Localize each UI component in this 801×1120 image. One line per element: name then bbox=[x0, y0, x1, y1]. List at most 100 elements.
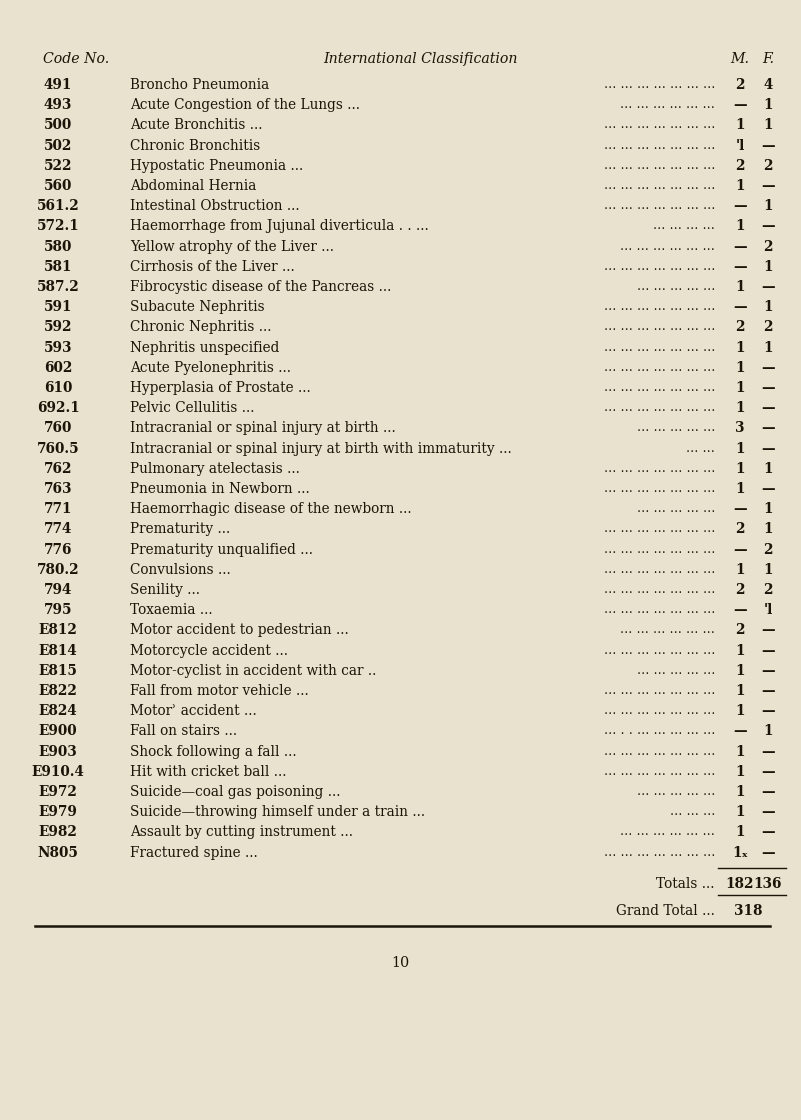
Text: 502: 502 bbox=[44, 139, 72, 152]
Text: 610: 610 bbox=[44, 381, 72, 395]
Text: ... ... ... ... ... ...: ... ... ... ... ... ... bbox=[620, 240, 715, 253]
Text: 2: 2 bbox=[735, 159, 745, 172]
Text: ... ... ... ... ...: ... ... ... ... ... bbox=[637, 280, 715, 293]
Text: 780.2: 780.2 bbox=[37, 562, 79, 577]
Text: 591: 591 bbox=[44, 300, 72, 315]
Text: ... ... ... ... ... ... ...: ... ... ... ... ... ... ... bbox=[604, 179, 715, 192]
Text: 10: 10 bbox=[391, 955, 409, 970]
Text: E979: E979 bbox=[38, 805, 78, 819]
Text: 561.2: 561.2 bbox=[37, 199, 79, 213]
Text: 580: 580 bbox=[44, 240, 72, 253]
Text: ... . . ... ... ... ... ...: ... . . ... ... ... ... ... bbox=[604, 725, 715, 737]
Text: 2: 2 bbox=[763, 542, 773, 557]
Text: ... ... ... ... ... ... ...: ... ... ... ... ... ... ... bbox=[604, 78, 715, 91]
Text: 1: 1 bbox=[735, 664, 745, 678]
Text: ... ... ... ... ... ... ...: ... ... ... ... ... ... ... bbox=[604, 704, 715, 717]
Text: —: — bbox=[733, 240, 747, 253]
Text: ... ... ... ... ... ... ...: ... ... ... ... ... ... ... bbox=[604, 765, 715, 777]
Text: —: — bbox=[761, 220, 775, 233]
Text: Haemorrhagic disease of the newborn ...: Haemorrhagic disease of the newborn ... bbox=[130, 502, 412, 516]
Text: Fall from motor vehicle ...: Fall from motor vehicle ... bbox=[130, 684, 308, 698]
Text: 136: 136 bbox=[754, 877, 783, 890]
Text: Hypostatic Pneumonia ...: Hypostatic Pneumonia ... bbox=[130, 159, 304, 172]
Text: E814: E814 bbox=[38, 644, 78, 657]
Text: Yellow atrophy of the Liver ...: Yellow atrophy of the Liver ... bbox=[130, 240, 334, 253]
Text: —: — bbox=[761, 139, 775, 152]
Text: —: — bbox=[761, 179, 775, 193]
Text: Hyperplasia of Prostate ...: Hyperplasia of Prostate ... bbox=[130, 381, 311, 395]
Text: Broncho Pneumonia: Broncho Pneumonia bbox=[130, 78, 269, 92]
Text: ... ... ... ... ... ... ...: ... ... ... ... ... ... ... bbox=[604, 119, 715, 131]
Text: 1: 1 bbox=[735, 220, 745, 233]
Text: 760.5: 760.5 bbox=[37, 441, 79, 456]
Text: Pneumonia in Newborn ...: Pneumonia in Newborn ... bbox=[130, 482, 310, 496]
Text: Chronic Bronchitis: Chronic Bronchitis bbox=[130, 139, 260, 152]
Text: 1: 1 bbox=[735, 280, 745, 295]
Text: ... ... ... ... ... ... ...: ... ... ... ... ... ... ... bbox=[604, 684, 715, 697]
Text: 1: 1 bbox=[735, 461, 745, 476]
Text: 1: 1 bbox=[735, 745, 745, 758]
Text: —: — bbox=[761, 846, 775, 860]
Text: 1: 1 bbox=[763, 99, 773, 112]
Text: 1: 1 bbox=[763, 340, 773, 355]
Text: Nephritis unspecified: Nephritis unspecified bbox=[130, 340, 280, 355]
Text: 762: 762 bbox=[44, 461, 72, 476]
Text: —: — bbox=[733, 199, 747, 213]
Text: 1: 1 bbox=[735, 401, 745, 416]
Text: Shock following a fall ...: Shock following a fall ... bbox=[130, 745, 296, 758]
Text: International Classification: International Classification bbox=[323, 52, 517, 66]
Text: ... ... ... ... ... ... ...: ... ... ... ... ... ... ... bbox=[604, 199, 715, 212]
Text: 1: 1 bbox=[763, 300, 773, 315]
Text: —: — bbox=[733, 542, 747, 557]
Text: 1: 1 bbox=[735, 825, 745, 839]
Text: Fibrocystic disease of the Pancreas ...: Fibrocystic disease of the Pancreas ... bbox=[130, 280, 392, 295]
Text: 2: 2 bbox=[735, 522, 745, 536]
Text: Acute Congestion of the Lungs ...: Acute Congestion of the Lungs ... bbox=[130, 99, 360, 112]
Text: Motor-cyclist in accident with car ..: Motor-cyclist in accident with car .. bbox=[130, 664, 376, 678]
Text: ... ... ... ... ... ... ...: ... ... ... ... ... ... ... bbox=[604, 381, 715, 394]
Text: —: — bbox=[733, 300, 747, 315]
Text: M.: M. bbox=[731, 52, 750, 66]
Text: 1: 1 bbox=[735, 179, 745, 193]
Text: —: — bbox=[761, 381, 775, 395]
Text: ... ... ... ... ...: ... ... ... ... ... bbox=[637, 664, 715, 676]
Text: 794: 794 bbox=[44, 584, 72, 597]
Text: 1: 1 bbox=[735, 765, 745, 778]
Text: Prematurity ...: Prematurity ... bbox=[130, 522, 230, 536]
Text: Grand Total ...: Grand Total ... bbox=[616, 904, 715, 917]
Text: E900: E900 bbox=[38, 725, 78, 738]
Text: 1: 1 bbox=[735, 805, 745, 819]
Text: ... ... ... ... ... ... ...: ... ... ... ... ... ... ... bbox=[604, 340, 715, 354]
Text: 593: 593 bbox=[44, 340, 72, 355]
Text: ... ... ... ... ...: ... ... ... ... ... bbox=[637, 785, 715, 797]
Text: ... ... ... ... ... ... ...: ... ... ... ... ... ... ... bbox=[604, 482, 715, 495]
Text: 771: 771 bbox=[44, 502, 72, 516]
Text: 2: 2 bbox=[735, 584, 745, 597]
Text: N805: N805 bbox=[38, 846, 78, 860]
Text: 1ₓ: 1ₓ bbox=[732, 846, 748, 860]
Text: 1: 1 bbox=[735, 684, 745, 698]
Text: E982: E982 bbox=[38, 825, 78, 839]
Text: Acute Pyelonephritis ...: Acute Pyelonephritis ... bbox=[130, 361, 291, 375]
Text: —: — bbox=[761, 361, 775, 375]
Text: —: — bbox=[733, 99, 747, 112]
Text: 602: 602 bbox=[44, 361, 72, 375]
Text: 182: 182 bbox=[726, 877, 755, 890]
Text: 1: 1 bbox=[735, 381, 745, 395]
Text: 1: 1 bbox=[735, 340, 745, 355]
Text: ... ... ...: ... ... ... bbox=[670, 805, 715, 819]
Text: ... ... ... ... ... ... ...: ... ... ... ... ... ... ... bbox=[604, 745, 715, 757]
Text: 2: 2 bbox=[735, 624, 745, 637]
Text: Pulmonary atelectasis ...: Pulmonary atelectasis ... bbox=[130, 461, 300, 476]
Text: Assault by cutting instrument ...: Assault by cutting instrument ... bbox=[130, 825, 353, 839]
Text: —: — bbox=[733, 725, 747, 738]
Text: ... ... ... ... ...: ... ... ... ... ... bbox=[637, 502, 715, 515]
Text: Cirrhosis of the Liver ...: Cirrhosis of the Liver ... bbox=[130, 260, 295, 273]
Text: ... ... ... ... ... ... ...: ... ... ... ... ... ... ... bbox=[604, 562, 715, 576]
Text: ... ... ... ... ... ...: ... ... ... ... ... ... bbox=[620, 624, 715, 636]
Text: ... ... ... ... ... ... ...: ... ... ... ... ... ... ... bbox=[604, 461, 715, 475]
Text: —: — bbox=[761, 644, 775, 657]
Text: Toxaemia ...: Toxaemia ... bbox=[130, 604, 212, 617]
Text: ... ... ... ... ... ... ...: ... ... ... ... ... ... ... bbox=[604, 260, 715, 273]
Text: Suicide—throwing himself under a train ...: Suicide—throwing himself under a train .… bbox=[130, 805, 425, 819]
